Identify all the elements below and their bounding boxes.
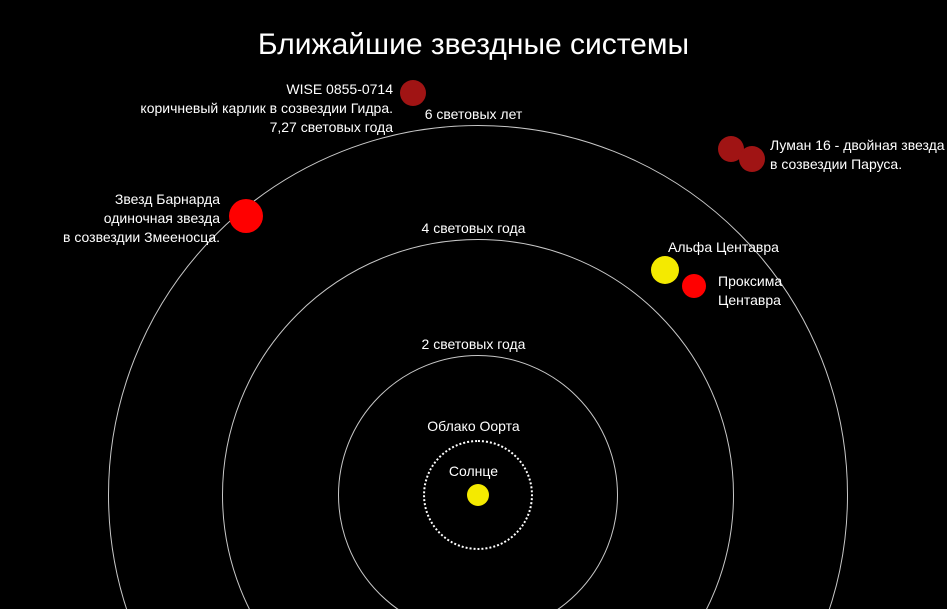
star-luhman16-b — [739, 146, 765, 172]
label-proxima: Проксима Центавра — [718, 272, 782, 310]
label-sun: Солнце — [0, 462, 947, 481]
label-wise: WISE 0855-0714 коричневый карлик в созве… — [140, 80, 393, 137]
star-sun — [467, 484, 489, 506]
star-wise0855 — [400, 80, 426, 106]
diagram-stage: Ближайшие звездные системы Облако Оорта … — [0, 0, 947, 609]
star-barnard — [229, 199, 263, 233]
label-barnard: Звезд Барнарда одиночная звезда в созвез… — [63, 190, 220, 247]
ring-label-ly2: 2 световых года — [0, 335, 947, 354]
star-proxima-cen — [682, 274, 706, 298]
label-alpha-cen: Альфа Центавра — [668, 238, 779, 257]
label-luhman: Луман 16 - двойная звезда в созвездии Па… — [770, 136, 945, 174]
ring-label-oort: Облако Оорта — [0, 417, 947, 436]
star-alpha-cen — [651, 256, 679, 284]
page-title: Ближайшие звездные системы — [0, 28, 947, 62]
